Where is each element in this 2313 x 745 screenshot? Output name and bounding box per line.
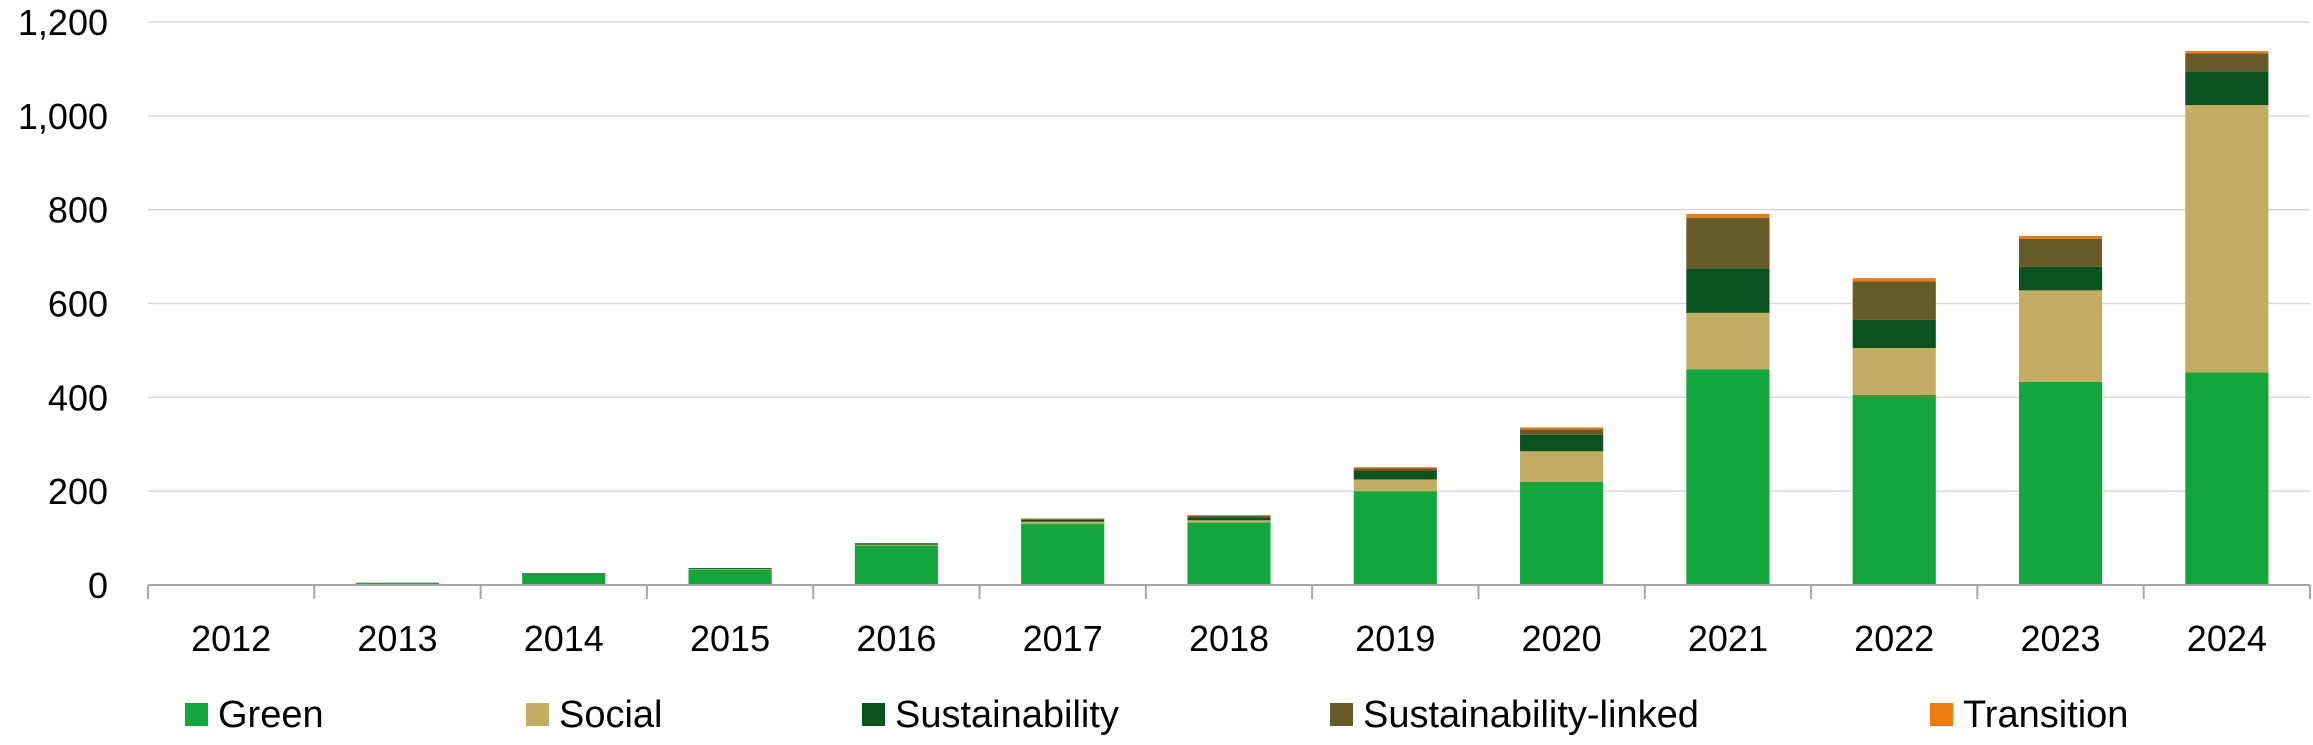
bar-segment [2185, 372, 2269, 585]
bar-segment [688, 568, 772, 570]
bar-segment [1520, 427, 1604, 430]
bar-segment [854, 543, 938, 545]
x-tick-label: 2015 [690, 618, 770, 659]
bar-segment [1021, 521, 1105, 525]
bars [189, 51, 2269, 586]
axes: 0 200 400 600 800 1,000 1,200 2012 2013 2014 2015 2… [18, 2, 2311, 659]
x-tick-label: 2014 [524, 618, 604, 659]
bar-segment [2185, 105, 2269, 373]
bar-segment [1852, 394, 1936, 585]
y-tick-label: 400 [48, 377, 108, 418]
bar-segment [1852, 281, 1936, 320]
bar-segment [2018, 381, 2103, 585]
bar-segment [1353, 467, 1437, 469]
bar-segment [1520, 429, 1604, 435]
bar-segment [1520, 481, 1604, 585]
bar-segment [2185, 71, 2269, 106]
bar-segment [1187, 520, 1271, 523]
bar-segment [854, 545, 938, 585]
bar-segment [1021, 518, 1105, 520]
bar-segment [1187, 515, 1271, 518]
x-tick-label: 2013 [357, 618, 437, 659]
bar-segment [1353, 468, 1437, 471]
legend-label: Social [559, 694, 663, 736]
bar-segment [1686, 213, 1770, 218]
y-tick-label: 200 [48, 471, 108, 512]
legend-swatch [1330, 703, 1353, 726]
bar-segment [1353, 491, 1437, 585]
bar-segment [1021, 519, 1105, 522]
gridlines [148, 21, 2310, 492]
bar-segment [1353, 479, 1437, 492]
legend-label: Green [218, 694, 324, 736]
x-tick-label: 2019 [1355, 618, 1435, 659]
bar-segment [1852, 319, 1936, 349]
legend-swatch [185, 703, 208, 726]
y-tick-label: 800 [48, 190, 108, 231]
bar-segment [2018, 266, 2103, 291]
bar-segment [2185, 51, 2269, 54]
legend-swatch [526, 703, 549, 726]
bar-segment [2018, 238, 2103, 267]
x-tick-label: 2021 [1688, 618, 1768, 659]
x-tick-label: 2018 [1189, 618, 1269, 659]
bar-segment [2185, 53, 2269, 72]
bar-segment [2018, 290, 2103, 382]
bar-segment [1686, 217, 1770, 269]
y-tick-label: 600 [48, 284, 108, 325]
bar-segment [1187, 522, 1271, 585]
bar-segment [1852, 348, 1936, 395]
x-tick-label: 2012 [191, 618, 271, 659]
bar-segment [854, 544, 938, 546]
bar-segment [1686, 268, 1770, 313]
bar-segment [1520, 434, 1604, 452]
bar-segment [2018, 235, 2103, 239]
bar-segment [1686, 312, 1770, 370]
x-tick-label: 2024 [2187, 618, 2267, 659]
y-tick-label: 1,200 [18, 2, 108, 43]
x-tick-label: 2022 [1854, 618, 1934, 659]
x-tick-label: 2016 [856, 618, 936, 659]
bar-segment [688, 569, 772, 585]
bar-segment [1187, 515, 1271, 516]
legend-label: Sustainability-linked [1363, 694, 1699, 736]
x-tick-label: 2020 [1522, 618, 1602, 659]
bar-segment [1187, 517, 1271, 521]
legend: Green Social Sustainability Sustainability-… [185, 694, 2128, 736]
bar-segment [1021, 518, 1105, 520]
bar-segment [355, 582, 440, 585]
x-tick-label: 2017 [1023, 618, 1103, 659]
y-tick-label: 1,000 [18, 96, 108, 137]
bar-segment [688, 569, 772, 570]
bar-segment [1520, 451, 1604, 482]
bar-segment [1353, 470, 1437, 480]
x-tick-label: 2023 [2020, 618, 2100, 659]
y-tick-label: 0 [88, 565, 108, 606]
bar-segment [1686, 369, 1770, 585]
legend-swatch [862, 703, 885, 726]
legend-swatch [1930, 703, 1953, 726]
bar-segment [1021, 524, 1105, 585]
bar-segment [522, 573, 606, 575]
bar-segment [1852, 278, 1936, 282]
legend-label: Sustainability [895, 694, 1119, 736]
legend-label: Transition [1963, 694, 2128, 736]
bar-segment [522, 573, 606, 585]
